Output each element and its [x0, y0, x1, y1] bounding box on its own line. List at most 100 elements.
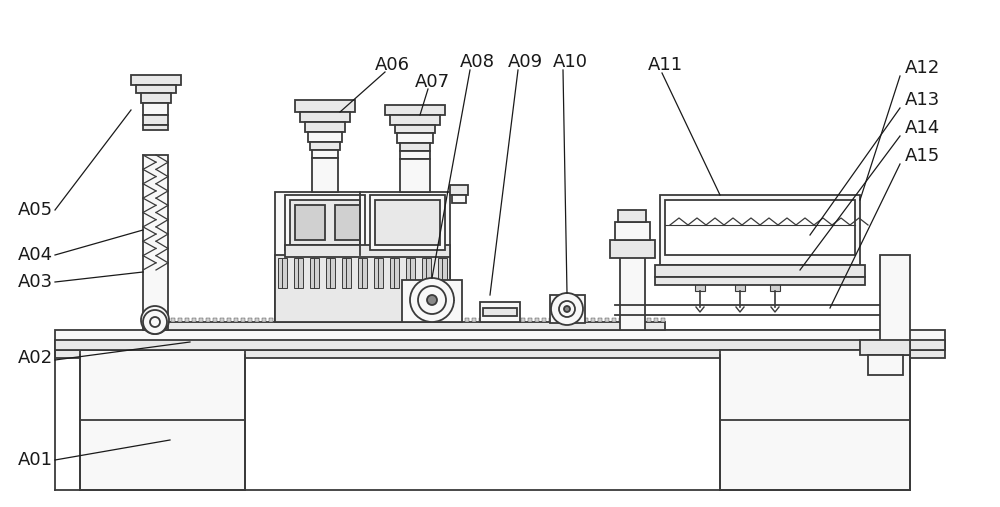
Bar [164, 318, 168, 322]
Bar [397, 133, 433, 143]
Bar [360, 318, 364, 322]
Bar [423, 318, 427, 322]
Circle shape [143, 310, 167, 334]
Bar [262, 318, 266, 322]
Bar [141, 93, 171, 103]
Bar [358, 258, 367, 288]
Bar [486, 318, 490, 322]
Bar [402, 318, 406, 322]
Bar [171, 318, 175, 322]
Bar [332, 318, 336, 322]
Bar [300, 112, 350, 122]
Bar [598, 318, 602, 322]
Bar [570, 318, 574, 322]
Circle shape [427, 295, 437, 305]
Bar [444, 318, 448, 322]
Bar [542, 318, 546, 322]
Bar [507, 318, 511, 322]
Bar [665, 200, 855, 255]
Bar [342, 258, 351, 288]
Bar [199, 318, 203, 322]
Circle shape [141, 306, 169, 334]
Bar [241, 318, 245, 322]
Bar [402, 280, 462, 322]
Bar [416, 318, 420, 322]
Bar [370, 195, 445, 250]
Text: A03: A03 [18, 273, 53, 291]
Bar [549, 318, 553, 322]
Bar [472, 318, 476, 322]
Bar [633, 318, 637, 322]
Text: A05: A05 [18, 201, 53, 219]
Bar [395, 125, 435, 133]
Bar [157, 318, 161, 322]
Bar [318, 318, 322, 322]
Text: A12: A12 [905, 59, 940, 77]
Bar [278, 258, 287, 288]
Bar [178, 318, 182, 322]
Bar [305, 122, 345, 132]
Bar [860, 340, 910, 355]
Bar [312, 150, 338, 158]
Bar [283, 318, 287, 322]
Bar [335, 205, 360, 240]
Bar [290, 318, 294, 322]
Text: A04: A04 [18, 246, 53, 264]
Bar [55, 340, 945, 350]
Bar [234, 318, 238, 322]
Bar [374, 258, 383, 288]
Text: A09: A09 [508, 53, 543, 71]
Bar [654, 318, 658, 322]
Bar [220, 318, 224, 322]
Bar [406, 258, 415, 288]
Bar [395, 318, 399, 322]
Bar [353, 318, 357, 322]
Circle shape [551, 293, 583, 325]
Bar [655, 277, 865, 285]
Bar [584, 318, 588, 322]
Bar [311, 318, 315, 322]
Bar [626, 318, 630, 322]
Circle shape [564, 306, 570, 312]
Bar [535, 318, 539, 322]
Bar [458, 318, 462, 322]
Bar [55, 330, 945, 350]
Text: A06: A06 [375, 56, 410, 74]
Text: A14: A14 [905, 119, 940, 137]
Polygon shape [615, 330, 900, 355]
Bar [388, 318, 392, 322]
Bar [619, 318, 623, 322]
Bar [450, 185, 468, 195]
Bar [346, 318, 350, 322]
Circle shape [152, 317, 158, 323]
Bar [452, 195, 466, 203]
Bar [409, 318, 413, 322]
Text: A15: A15 [905, 147, 940, 165]
Bar [438, 258, 447, 288]
Bar [661, 318, 665, 322]
Bar [422, 258, 431, 288]
Bar [143, 103, 168, 115]
Bar [143, 115, 168, 125]
Bar [374, 318, 378, 322]
Text: A01: A01 [18, 451, 53, 469]
Bar [285, 245, 450, 257]
Text: A10: A10 [553, 53, 588, 71]
Bar [290, 200, 360, 245]
Bar [465, 318, 469, 322]
Bar [400, 151, 430, 159]
Bar [206, 318, 210, 322]
Bar [400, 143, 430, 151]
Bar [390, 115, 440, 125]
Bar [385, 105, 445, 115]
Bar [131, 75, 181, 85]
Bar [143, 155, 168, 330]
Bar [275, 255, 450, 322]
Bar [80, 350, 245, 490]
Bar [720, 350, 910, 490]
Bar [227, 318, 231, 322]
Bar [294, 258, 303, 288]
Bar [695, 277, 705, 291]
Bar [618, 210, 646, 222]
Bar [605, 318, 609, 322]
